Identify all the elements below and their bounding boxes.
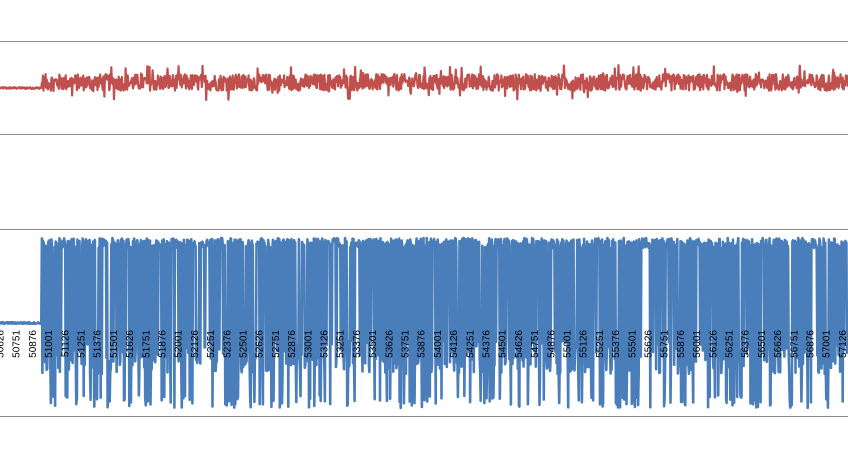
series-line-bottom [0,236,848,410]
series-line-top [0,64,848,102]
x-tick-label: 51001 [44,330,55,358]
x-tick-label: 51376 [93,330,104,358]
x-tick-label: 53251 [336,330,347,358]
x-tick-label: 53751 [401,330,412,358]
x-tick-label: 56251 [725,330,736,358]
x-tick-label: 54251 [465,330,476,358]
x-tick-label: 55126 [579,330,590,358]
x-tick-label: 54001 [433,330,444,358]
x-tick-label: 54126 [449,330,460,358]
x-tick-label: 55876 [676,330,687,358]
x-tick-label: 53126 [320,330,331,358]
x-tick-label: 52626 [255,330,266,358]
x-tick-label: 55626 [644,330,655,358]
x-tick-label: 56001 [692,330,703,358]
x-tick-label: 51501 [109,330,120,358]
x-tick-label: 52751 [271,330,282,358]
x-tick-label: 54626 [514,330,525,358]
x-tick-label: 56626 [773,330,784,358]
x-tick-label: 56751 [789,330,800,358]
x-tick-label: 54501 [498,330,509,358]
x-tick-label: 52126 [190,330,201,358]
x-tick-label: 53501 [368,330,379,358]
x-tick-label: 50751 [12,330,23,358]
x-tick-label: 57001 [822,330,833,358]
x-tick-label: 51126 [60,330,71,358]
x-tick-label: 55501 [627,330,638,358]
x-tick-label: 54876 [546,330,557,358]
x-tick-labels: 50626 50751 50876 51001 51126 51251 51376 51501… [0,330,848,358]
x-tick-label: 56876 [806,330,817,358]
x-tick-label: 56126 [708,330,719,358]
series-layer [0,64,848,410]
x-tick-label: 52876 [287,330,298,358]
x-tick-label: 52251 [206,330,217,358]
x-tick-label: 50626 [0,330,7,358]
x-tick-label: 52001 [174,330,185,358]
x-tick-label: 54751 [530,330,541,358]
x-tick-label: 57126 [838,330,848,358]
x-tick-label: 54376 [482,330,493,358]
x-tick-label: 53876 [417,330,428,358]
x-tick-label: 53376 [352,330,363,358]
x-tick-label: 52376 [222,330,233,358]
x-tick-label: 51876 [158,330,169,358]
x-tick-label: 51251 [77,330,88,358]
x-tick-label: 52501 [239,330,250,358]
x-tick-label: 53626 [384,330,395,358]
x-tick-label: 55376 [611,330,622,358]
x-tick-label: 50876 [28,330,39,358]
x-tick-label: 56501 [757,330,768,358]
x-tick-label: 53001 [303,330,314,358]
x-tick-label: 56376 [741,330,752,358]
x-tick-label: 51751 [141,330,152,358]
x-tick-label: 55251 [595,330,606,358]
x-tick-label: 55751 [660,330,671,358]
x-tick-label: 55001 [563,330,574,358]
x-tick-label: 51626 [125,330,136,358]
